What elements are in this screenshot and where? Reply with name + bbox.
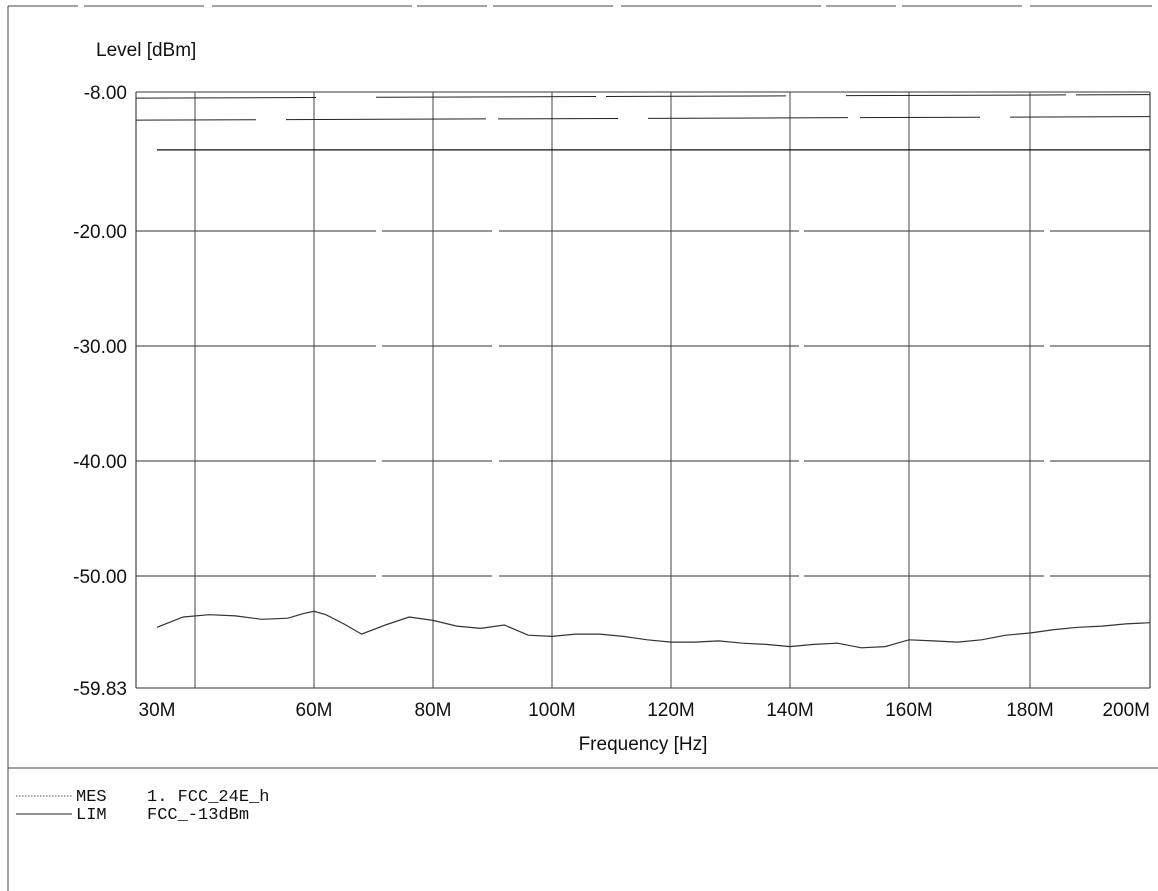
legend-text-mes: 1. FCC_24E_h (147, 788, 269, 807)
y-axis-title: Level [dBm] (96, 40, 196, 61)
legend-text-lim: FCC_-13dBm (147, 806, 249, 825)
y-tick-label: -59.83 (73, 679, 127, 700)
x-tick-labels: 30M 60M 80M 100M 120M 140M 160M 180M 200M (139, 700, 1150, 721)
legend: MES 1. FCC_24E_h LIM FCC_-13dBm (16, 788, 269, 825)
x-tick-label: 60M (296, 700, 333, 721)
y-tick-label: -40.00 (73, 452, 127, 473)
x-tick-label: 140M (766, 700, 814, 721)
x-tick-label: 200M (1102, 700, 1150, 721)
plot-series (156, 149, 1151, 649)
x-tick-label: 30M (139, 700, 176, 721)
reference-line (135, 116, 1151, 121)
x-tick-label: 160M (885, 700, 933, 721)
y-tick-label: -50.00 (73, 567, 127, 588)
x-tick-label: 120M (647, 700, 695, 721)
y-tick-label: -20.00 (73, 222, 127, 243)
y-tick-label: -8.00 (84, 83, 127, 104)
x-tick-label: 100M (528, 700, 576, 721)
x-axis-title: Frequency [Hz] (579, 734, 708, 755)
legend-code-lim: LIM (76, 806, 107, 825)
y-tick-labels: -8.00 -20.00 -30.00 -40.00 -50.00 -59.83 (73, 83, 127, 700)
legend-code-mes: MES (76, 788, 107, 807)
legend-item-mes: MES 1. FCC_24E_h (16, 788, 269, 807)
grid (135, 91, 1151, 689)
series-line-mes (156, 610, 1151, 649)
y-tick-label: -30.00 (73, 337, 127, 358)
x-tick-label: 80M (415, 700, 452, 721)
legend-item-lim: LIM FCC_-13dBm (16, 806, 249, 825)
x-tick-label: 180M (1006, 700, 1054, 721)
reference-line (135, 94, 1151, 99)
